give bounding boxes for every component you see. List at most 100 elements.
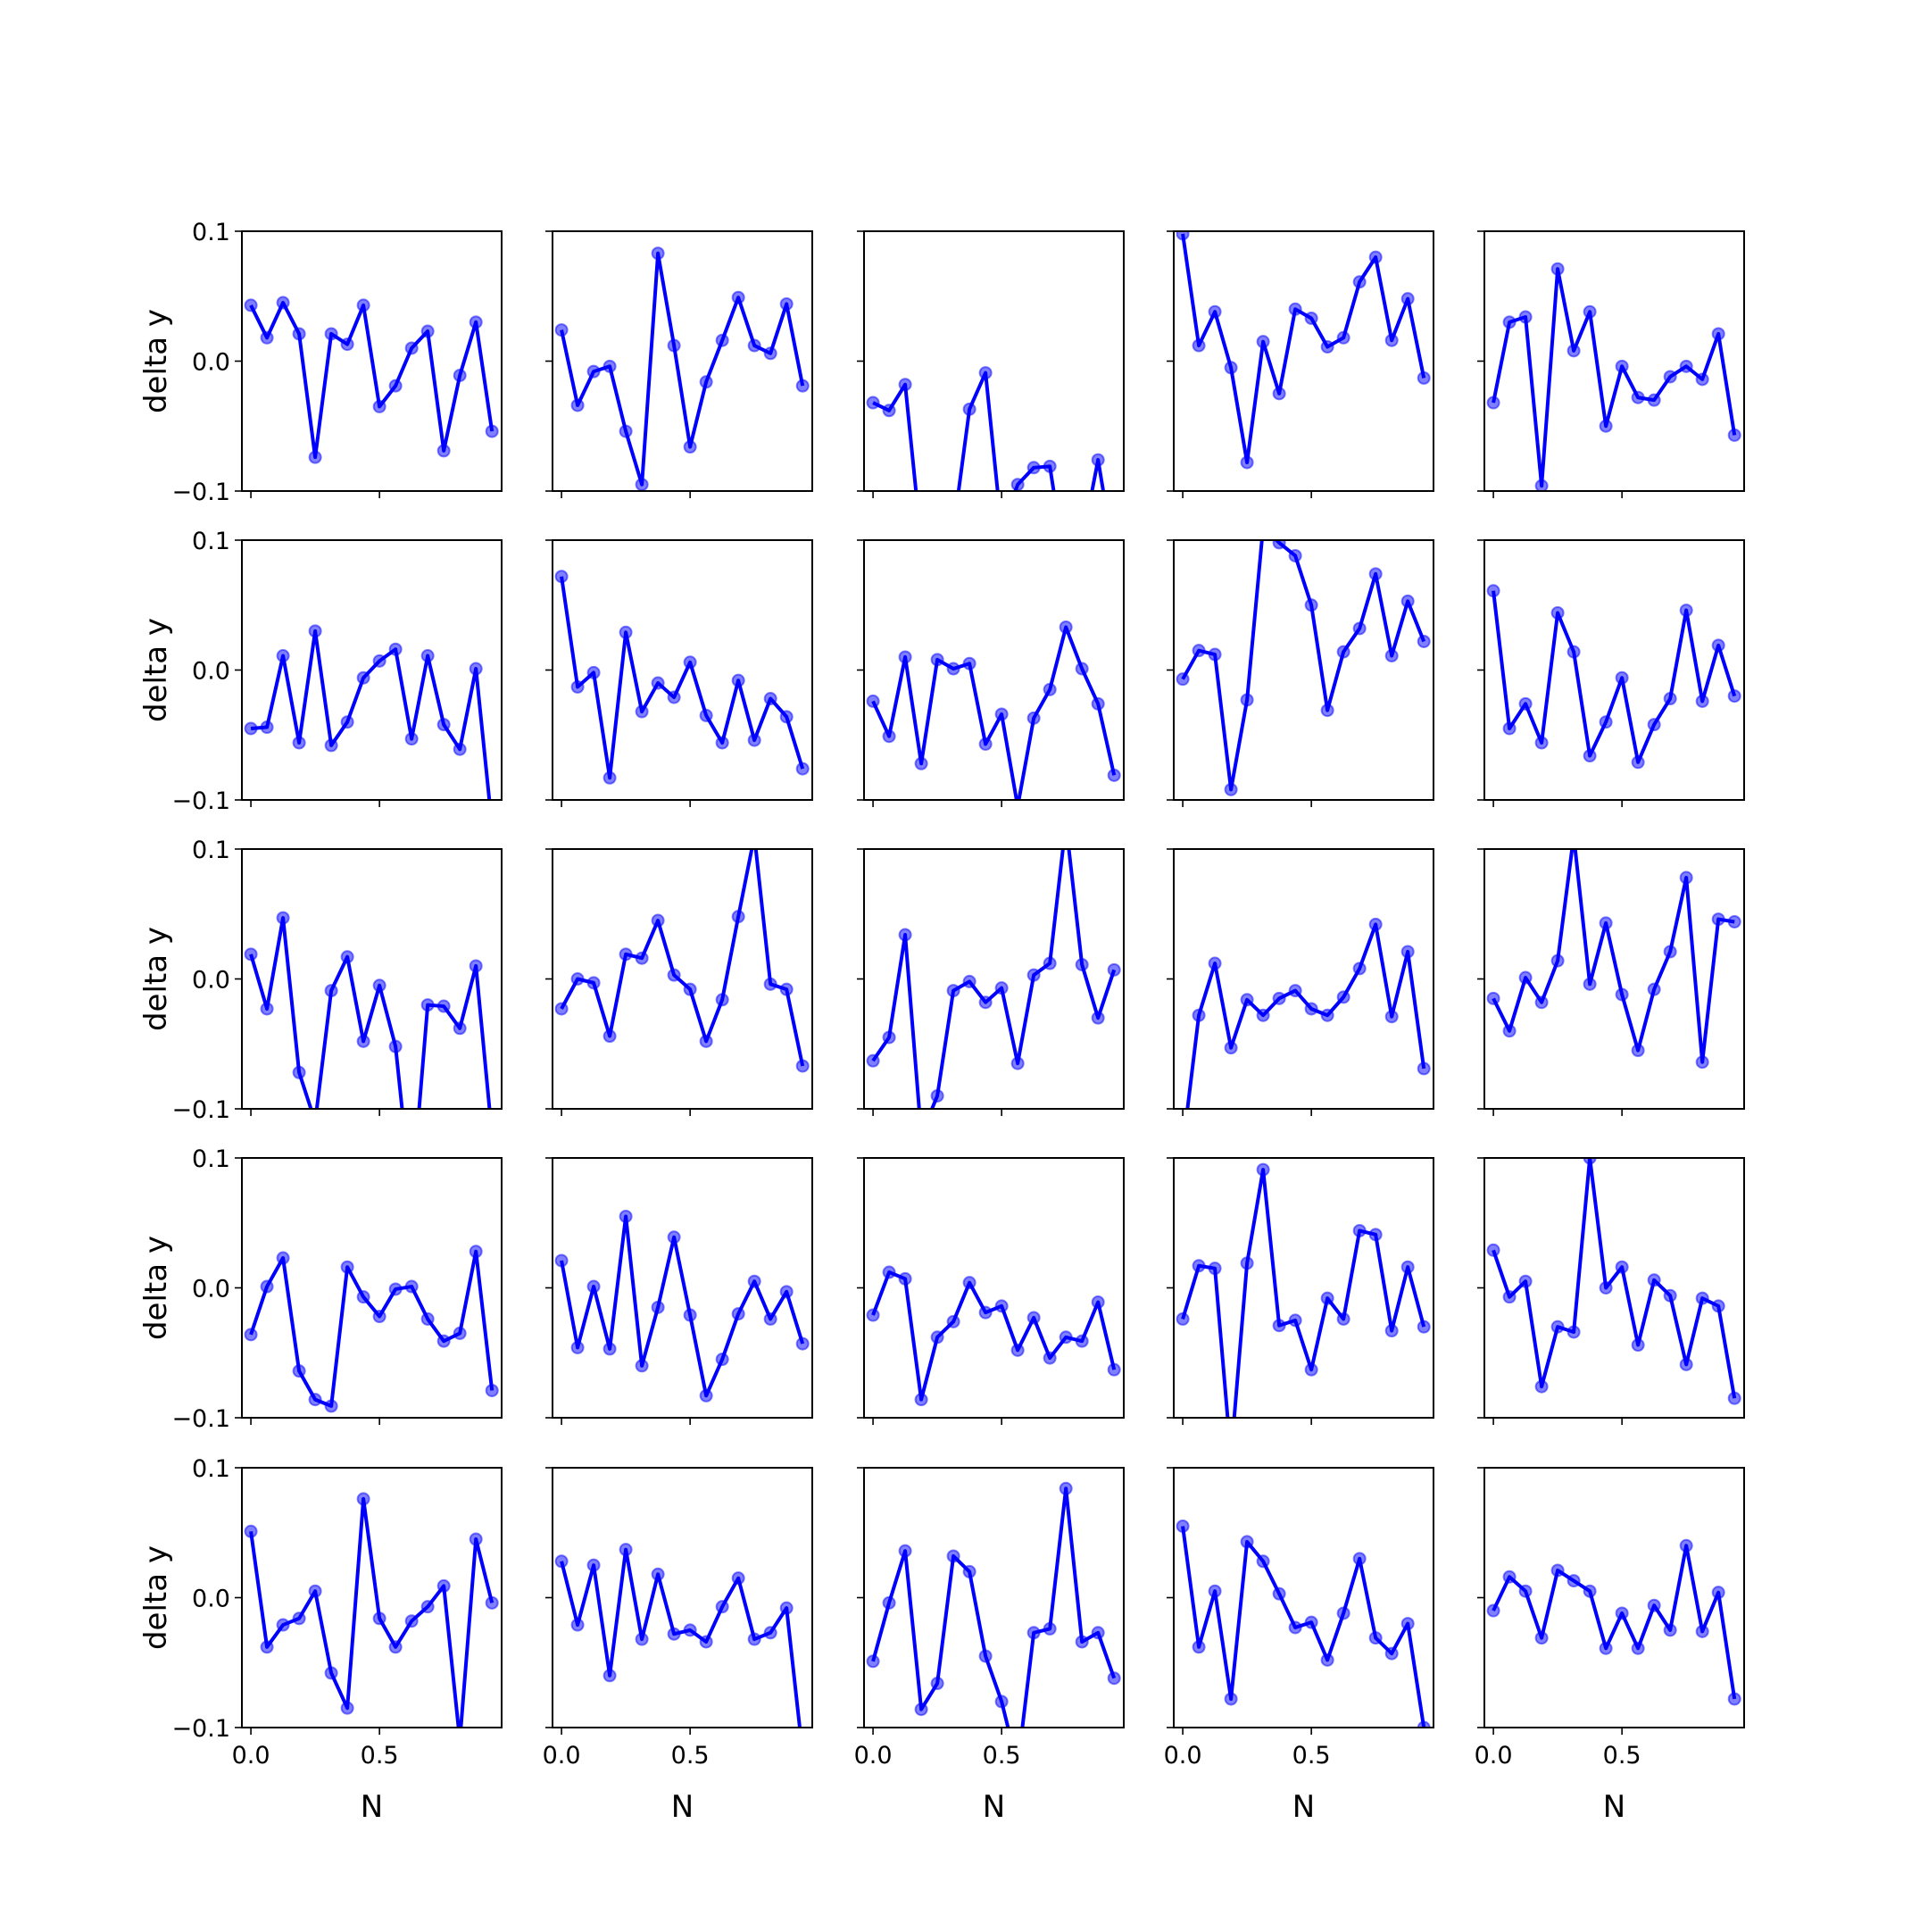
data-point [486,820,498,832]
x-axis-label: N [1603,1789,1625,1825]
x-axis-label: N [361,1789,383,1825]
data-line [871,1486,1117,1728]
data-point [731,1307,745,1321]
plot-area [866,849,1121,1141]
data-point [1226,1451,1237,1462]
data-point [570,972,585,986]
data-point [914,756,928,770]
data-point [356,1290,370,1304]
data-point [1304,1615,1318,1629]
y-tick-label: 0.1 [192,837,230,864]
data-point [916,1129,927,1141]
data-point [324,1399,338,1413]
plot-area [1486,849,1741,1070]
data-line [1492,849,1735,1064]
data-point [779,710,794,724]
data-point [797,1748,809,1760]
axes-frame [552,230,813,492]
data-point [1240,455,1254,470]
data-point [1010,1056,1025,1070]
data-point [388,379,403,393]
data-point [795,379,810,393]
data-point [683,1308,697,1322]
data-point [485,424,499,438]
x-axis-label: N [671,1789,694,1825]
data-point [372,1310,386,1324]
data-point [404,732,419,746]
axes-frame [552,539,813,801]
data-point [946,1314,960,1328]
data-line [560,251,805,487]
data-point [1091,1011,1105,1025]
data-point [1304,598,1318,612]
data-point [602,1669,617,1683]
data-point [683,982,697,996]
data-point [667,1230,681,1245]
data-point [1502,315,1517,329]
data-line [1492,590,1737,764]
data-point [930,1677,944,1691]
subplot [545,230,813,498]
data-point [340,1701,354,1715]
data-line [249,916,492,1109]
data-point [1647,982,1661,996]
data-point [276,1618,290,1632]
data-point [1352,621,1367,636]
data-point [244,947,258,962]
plot-area [1176,1162,1431,1462]
y-tick-label: −0.1 [171,787,230,815]
data-point [554,1554,569,1569]
data-point [747,1274,761,1288]
data-point [436,999,451,1013]
data-point [1075,662,1089,676]
data-point [276,296,290,310]
data-point [747,733,761,747]
data-point [1550,262,1565,276]
data-point [1695,1291,1709,1305]
data-point [1368,250,1383,264]
plot-area [1185,917,1431,1109]
data-point [1647,718,1661,732]
data-point [1583,749,1597,763]
plot-area [244,911,492,1109]
data-point [619,1209,633,1223]
data-point [898,1544,912,1558]
axes-frame [241,539,503,801]
data-point [1679,1357,1693,1371]
axes-frame [1483,539,1745,801]
data-point [667,338,681,353]
data-point [1599,419,1613,433]
data-point [388,1039,403,1053]
data-point [570,398,585,412]
data-point [1518,1584,1533,1598]
data-point [1566,1574,1581,1588]
data-point [1208,304,1222,319]
data-point [1518,1274,1533,1288]
data-point [795,1059,810,1073]
data-point [1091,1295,1105,1310]
y-tick-label: −0.1 [171,1715,230,1743]
data-point [1320,1008,1334,1022]
data-point [1272,1319,1286,1333]
data-point [1615,670,1629,685]
data-point [1486,991,1500,1005]
data-point [1288,1313,1302,1328]
plot-area [244,1492,499,1728]
data-point [1615,987,1629,1002]
data-point [731,290,745,304]
data-point [1208,647,1222,662]
subplot [1477,1157,1745,1425]
data-line [1181,540,1426,792]
data-point [779,296,794,311]
data-point [1615,1606,1629,1620]
y-tick-label: 0.0 [192,1276,230,1303]
data-point [1695,1055,1709,1070]
data-point [244,1328,258,1342]
data-point [1400,945,1415,959]
data-point [1192,1008,1206,1022]
data-point [1075,1334,1089,1348]
axes-frame [1173,1157,1434,1419]
subplot [545,848,813,1116]
data-point [882,404,896,418]
data-point [1336,990,1350,1004]
